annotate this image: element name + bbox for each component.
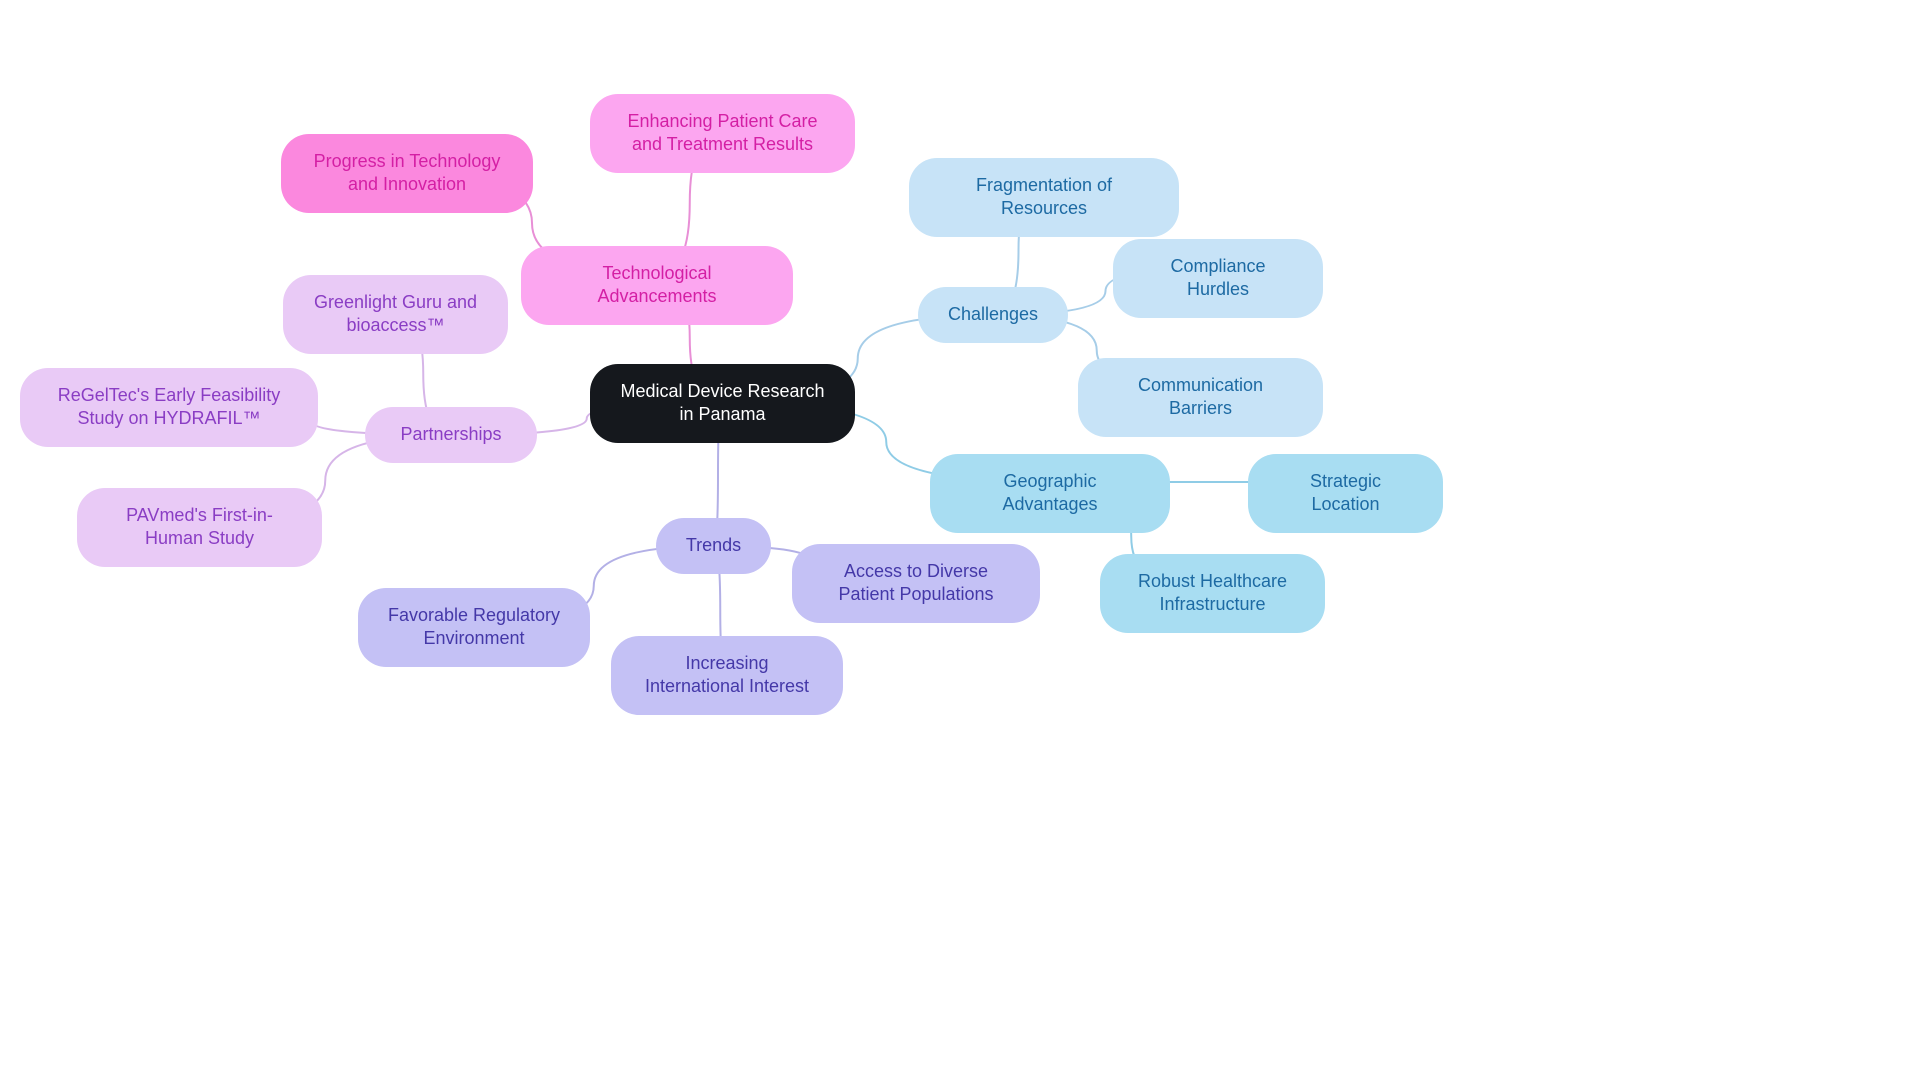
node-label: Favorable Regulatory Environment: [386, 604, 562, 651]
leaf-node-trends-0[interactable]: Favorable Regulatory Environment: [358, 588, 590, 667]
node-label: Greenlight Guru and bioaccess™: [311, 291, 480, 338]
leaf-node-tech-1[interactable]: Enhancing Patient Care and Treatment Res…: [590, 94, 855, 173]
leaf-node-partnerships-2[interactable]: PAVmed's First-in-Human Study: [77, 488, 322, 567]
leaf-node-challenges-0[interactable]: Fragmentation of Resources: [909, 158, 1179, 237]
node-label: Trends: [686, 534, 741, 557]
node-label: Fragmentation of Resources: [937, 174, 1151, 221]
node-label: ReGelTec's Early Feasibility Study on HY…: [48, 384, 290, 431]
leaf-node-challenges-2[interactable]: Communication Barriers: [1078, 358, 1323, 437]
node-label: Increasing International Interest: [639, 652, 815, 699]
leaf-node-tech-0[interactable]: Progress in Technology and Innovation: [281, 134, 533, 213]
node-label: PAVmed's First-in-Human Study: [105, 504, 294, 551]
node-label: Partnerships: [400, 423, 501, 446]
node-label: Challenges: [948, 303, 1038, 326]
leaf-node-geo-1[interactable]: Robust Healthcare Infrastructure: [1100, 554, 1325, 633]
branch-node-challenges[interactable]: Challenges: [918, 287, 1068, 343]
node-label: Strategic Location: [1276, 470, 1415, 517]
leaf-node-partnerships-1[interactable]: ReGelTec's Early Feasibility Study on HY…: [20, 368, 318, 447]
node-label: Technological Advancements: [549, 262, 765, 309]
leaf-node-partnerships-0[interactable]: Greenlight Guru and bioaccess™: [283, 275, 508, 354]
node-label: Progress in Technology and Innovation: [309, 150, 505, 197]
leaf-node-trends-2[interactable]: Access to Diverse Patient Populations: [792, 544, 1040, 623]
node-label: Geographic Advantages: [958, 470, 1142, 517]
node-label: Compliance Hurdles: [1141, 255, 1295, 302]
node-label: Medical Device Research in Panama: [618, 380, 827, 427]
branch-node-partnerships[interactable]: Partnerships: [365, 407, 537, 463]
branch-node-trends[interactable]: Trends: [656, 518, 771, 574]
node-label: Access to Diverse Patient Populations: [820, 560, 1012, 607]
node-label: Communication Barriers: [1106, 374, 1295, 421]
node-label: Robust Healthcare Infrastructure: [1128, 570, 1297, 617]
leaf-node-challenges-1[interactable]: Compliance Hurdles: [1113, 239, 1323, 318]
leaf-node-trends-1[interactable]: Increasing International Interest: [611, 636, 843, 715]
leaf-node-geo-0[interactable]: Strategic Location: [1248, 454, 1443, 533]
node-label: Enhancing Patient Care and Treatment Res…: [618, 110, 827, 157]
branch-node-tech[interactable]: Technological Advancements: [521, 246, 793, 325]
branch-node-geo[interactable]: Geographic Advantages: [930, 454, 1170, 533]
center-node[interactable]: Medical Device Research in Panama: [590, 364, 855, 443]
